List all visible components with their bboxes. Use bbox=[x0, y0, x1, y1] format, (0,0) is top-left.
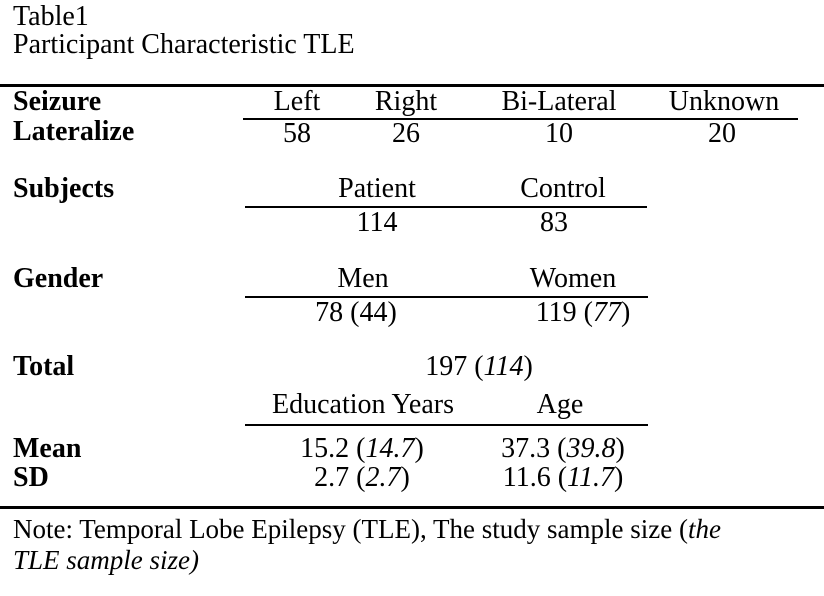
value-men: 78 (44) bbox=[315, 299, 397, 327]
value-left: 58 bbox=[283, 118, 311, 149]
note-line1-italic: the bbox=[687, 514, 721, 544]
value-unknown: 20 bbox=[708, 118, 736, 149]
gender-header-underline bbox=[245, 296, 648, 298]
value-total-italic: 114 bbox=[483, 351, 524, 382]
value-total: 197 (114) bbox=[425, 353, 533, 381]
value-mean-age: 37.3 (39.8) bbox=[501, 435, 625, 463]
value-mean-education: 15.2 (14.7) bbox=[300, 435, 424, 463]
row-label-sd: SD bbox=[13, 462, 49, 493]
value-sd-age-close: ) bbox=[613, 462, 624, 493]
value-sd-education-italic: 2.7 bbox=[365, 462, 401, 493]
column-header-control: Control bbox=[520, 173, 606, 204]
row-label-total: Total bbox=[13, 351, 75, 382]
value-mean-education-italic: 14.7 bbox=[365, 433, 415, 464]
row-label-gender: Gender bbox=[13, 263, 104, 294]
column-header-left: Left bbox=[273, 86, 321, 117]
row-label-seizure: Seizure bbox=[13, 86, 102, 117]
table-number: Table1 bbox=[13, 1, 89, 32]
value-sd-education: 2.7 (2.7) bbox=[314, 464, 410, 492]
value-sd-age-italic: 11.7 bbox=[567, 462, 614, 493]
table-note-line1: Note: Temporal Lobe Epilepsy (TLE), The … bbox=[13, 516, 721, 543]
value-mean-age-italic: 39.8 bbox=[566, 433, 616, 464]
value-women-italic: 77 bbox=[592, 297, 621, 328]
column-header-age: Age bbox=[536, 389, 584, 420]
row-label-subjects: Subjects bbox=[13, 173, 115, 204]
value-total-close: ) bbox=[523, 351, 533, 382]
table-note-line2: TLE sample size) bbox=[13, 545, 200, 575]
value-women-close: ) bbox=[620, 297, 631, 328]
note-line1-text: Note: Temporal Lobe Epilepsy (TLE), The … bbox=[13, 514, 688, 544]
column-header-patient: Patient bbox=[338, 173, 416, 204]
value-women-main: 119 ( bbox=[535, 297, 593, 328]
column-header-bilateral: Bi-Lateral bbox=[501, 86, 617, 117]
table-top-rule bbox=[0, 84, 824, 87]
column-header-unknown: Unknown bbox=[668, 86, 780, 117]
value-mean-age-close: ) bbox=[615, 433, 625, 464]
value-mean-age-main: 37.3 ( bbox=[501, 433, 567, 464]
value-mean-education-main: 15.2 ( bbox=[300, 433, 366, 464]
subjects-header-underline bbox=[245, 206, 647, 208]
column-header-right: Right bbox=[374, 86, 438, 117]
value-sd-age-main: 11.6 ( bbox=[502, 462, 568, 493]
value-men-main: 78 (44) bbox=[315, 297, 397, 328]
column-header-women: Women bbox=[529, 263, 617, 294]
stats-header-underline bbox=[245, 424, 648, 426]
row-label-mean: Mean bbox=[13, 433, 82, 464]
table-bottom-rule bbox=[0, 506, 824, 509]
column-header-men: Men bbox=[337, 263, 389, 294]
value-control: 83 bbox=[540, 207, 568, 238]
value-sd-age: 11.6 (11.7) bbox=[503, 464, 624, 492]
value-mean-education-close: ) bbox=[414, 433, 424, 464]
value-bilateral: 10 bbox=[545, 118, 573, 149]
seizure-header-underline bbox=[243, 118, 798, 120]
value-sd-education-main: 2.7 ( bbox=[314, 462, 366, 493]
table-caption: Participant Characteristic TLE bbox=[13, 29, 355, 60]
row-label-lateralize: Lateralize bbox=[13, 116, 135, 147]
value-women: 119 (77) bbox=[536, 299, 631, 327]
value-sd-education-close: ) bbox=[400, 462, 410, 493]
value-patient: 114 bbox=[356, 207, 398, 238]
value-right: 26 bbox=[392, 118, 420, 149]
value-total-main: 197 ( bbox=[425, 351, 484, 382]
column-header-education-years: Education Years bbox=[272, 389, 454, 420]
